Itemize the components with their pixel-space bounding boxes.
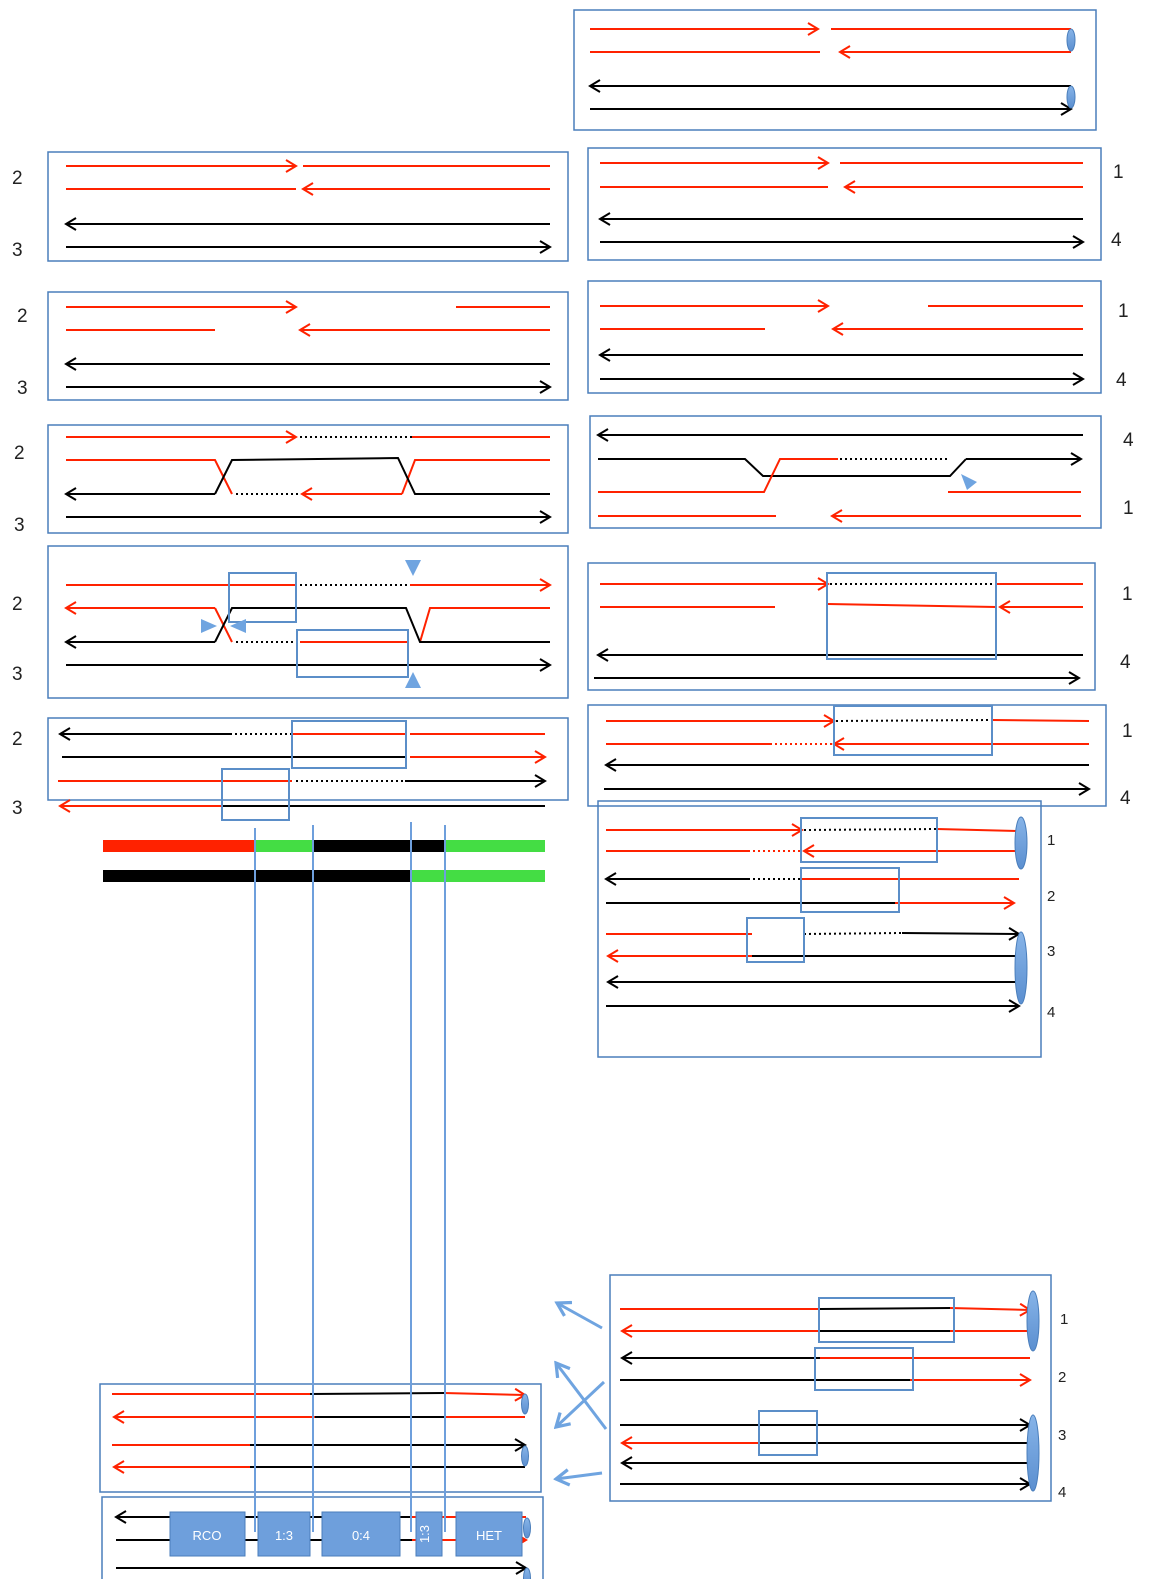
centromere-icon bbox=[521, 1393, 529, 1415]
panel-right-3 bbox=[589, 415, 1102, 529]
label-4: 4 bbox=[1111, 230, 1122, 251]
panel-left-3 bbox=[47, 424, 569, 534]
label-3: 3 bbox=[17, 378, 28, 399]
nick-marker-icon bbox=[201, 619, 217, 633]
label-2: 2 bbox=[12, 729, 23, 750]
btn-rco[interactable]: RCO bbox=[169, 1511, 246, 1557]
btn-ratio-1-3[interactable]: 1:3 bbox=[257, 1511, 311, 1557]
nick-marker-icon bbox=[405, 560, 421, 576]
label-2: 2 bbox=[14, 443, 25, 464]
panel-bottom-1 bbox=[99, 1383, 542, 1493]
label-1: 1 bbox=[1122, 584, 1133, 605]
panel-right-1 bbox=[587, 147, 1102, 261]
label-3: 3 bbox=[1058, 1427, 1066, 1444]
tract-boundaries bbox=[254, 822, 446, 1532]
panel-right-5 bbox=[587, 704, 1107, 807]
label-4: 4 bbox=[1120, 652, 1131, 673]
panel-left-4 bbox=[47, 545, 569, 699]
centromere-icon bbox=[1066, 85, 1076, 109]
label-2: 2 bbox=[1047, 888, 1055, 905]
panel-initial bbox=[573, 9, 1097, 131]
panel-right-6 bbox=[597, 800, 1042, 1058]
centromere-icon bbox=[1066, 28, 1076, 52]
label-3: 3 bbox=[1047, 943, 1055, 960]
label-2: 2 bbox=[12, 168, 23, 189]
label-4: 4 bbox=[1047, 1004, 1055, 1021]
label-2: 2 bbox=[17, 306, 28, 327]
panel-left-5 bbox=[47, 717, 569, 821]
label-3: 3 bbox=[14, 515, 25, 536]
btn-het[interactable]: HET bbox=[455, 1511, 523, 1557]
label-1: 1 bbox=[1060, 1311, 1068, 1328]
label-4: 4 bbox=[1058, 1484, 1066, 1501]
btn-rco-label: RCO bbox=[193, 1528, 222, 1543]
centromere-icon bbox=[1014, 816, 1028, 870]
btn-ratio-0-4-label: 0:4 bbox=[352, 1528, 370, 1543]
chromatid-labels: 2 3 1 4 2 3 1 4 2 3 4 1 2 3 1 4 2 3 1 4 … bbox=[12, 162, 1134, 1501]
conversion-tracts bbox=[103, 840, 545, 882]
label-3: 3 bbox=[12, 240, 23, 261]
label-4: 4 bbox=[1120, 788, 1131, 809]
centromere-icon bbox=[521, 1445, 529, 1467]
label-1: 1 bbox=[1122, 721, 1133, 742]
panel-right-2 bbox=[587, 280, 1102, 394]
label-1: 1 bbox=[1118, 301, 1129, 322]
nick-marker-icon bbox=[961, 474, 977, 490]
label-2: 2 bbox=[12, 594, 23, 615]
centromere-icon bbox=[1026, 1290, 1040, 1352]
panel-right-4 bbox=[587, 562, 1096, 691]
centromere-icon bbox=[1026, 1414, 1040, 1492]
btn-ratio-1-3-vertical[interactable]: 1:3 bbox=[415, 1511, 443, 1557]
nick-marker-icon bbox=[230, 619, 246, 633]
panel-left-2 bbox=[47, 291, 569, 401]
btn-ratio-1-3-vertical-label: 1:3 bbox=[417, 1525, 432, 1543]
centromere-icon bbox=[1014, 931, 1028, 1005]
panel-left-1 bbox=[47, 151, 569, 262]
btn-ratio-1-3-label: 1:3 bbox=[275, 1528, 293, 1543]
label-1: 1 bbox=[1113, 162, 1124, 183]
centromere-icon bbox=[523, 1517, 531, 1539]
label-3: 3 bbox=[12, 664, 23, 685]
label-4: 4 bbox=[1116, 370, 1127, 391]
btn-ratio-0-4[interactable]: 0:4 bbox=[321, 1511, 401, 1557]
label-1: 1 bbox=[1123, 498, 1134, 519]
centromere-icon bbox=[523, 1567, 531, 1579]
label-1: 1 bbox=[1047, 832, 1055, 849]
segregation-arrows bbox=[556, 1303, 608, 1479]
label-4: 4 bbox=[1123, 430, 1134, 451]
nick-marker-icon bbox=[405, 672, 421, 688]
label-3: 3 bbox=[12, 798, 23, 819]
label-2: 2 bbox=[1058, 1369, 1066, 1386]
btn-het-label: HET bbox=[476, 1528, 502, 1543]
panel-right-7 bbox=[609, 1274, 1052, 1502]
